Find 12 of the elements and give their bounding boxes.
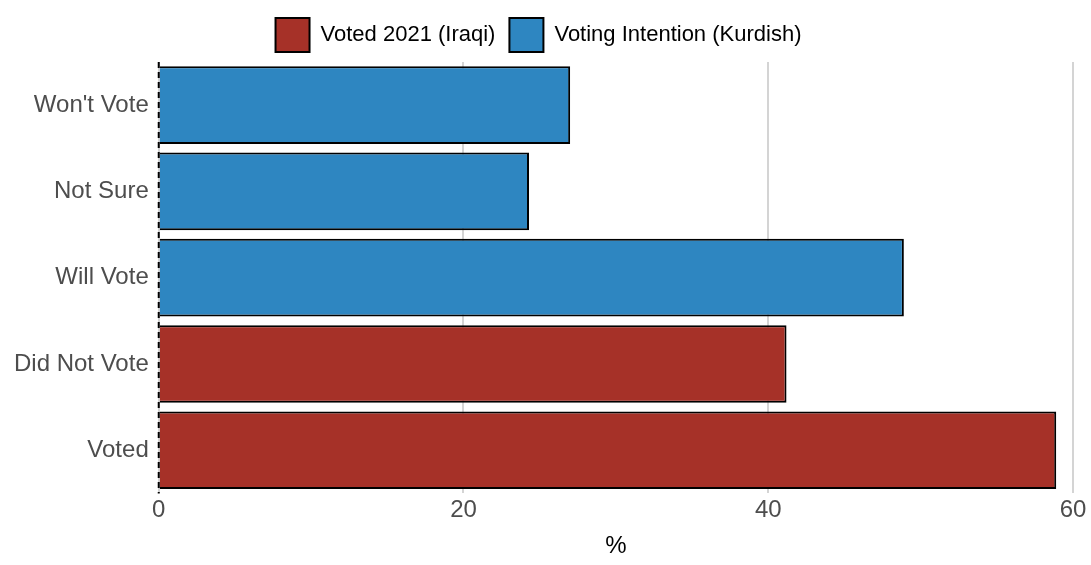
legend-label: Voted 2021 (Iraqi) — [320, 21, 496, 47]
y-tick-label: Won't Vote — [33, 89, 149, 117]
x-tick-label: 60 — [1059, 495, 1087, 523]
y-tick-label: Did Not Vote — [13, 348, 149, 376]
x-tick-label: 0 — [152, 495, 166, 523]
x-tick-label: 20 — [450, 495, 477, 523]
y-tick-label: Not Sure — [54, 176, 149, 204]
y-tick-label: Voted — [87, 434, 149, 462]
x-tick-label: 40 — [754, 495, 782, 523]
legend-label: Voting Intention (Kurdish) — [554, 21, 802, 47]
y-tick-label: Will Vote — [55, 262, 149, 290]
x-axis-title: % — [605, 531, 627, 559]
